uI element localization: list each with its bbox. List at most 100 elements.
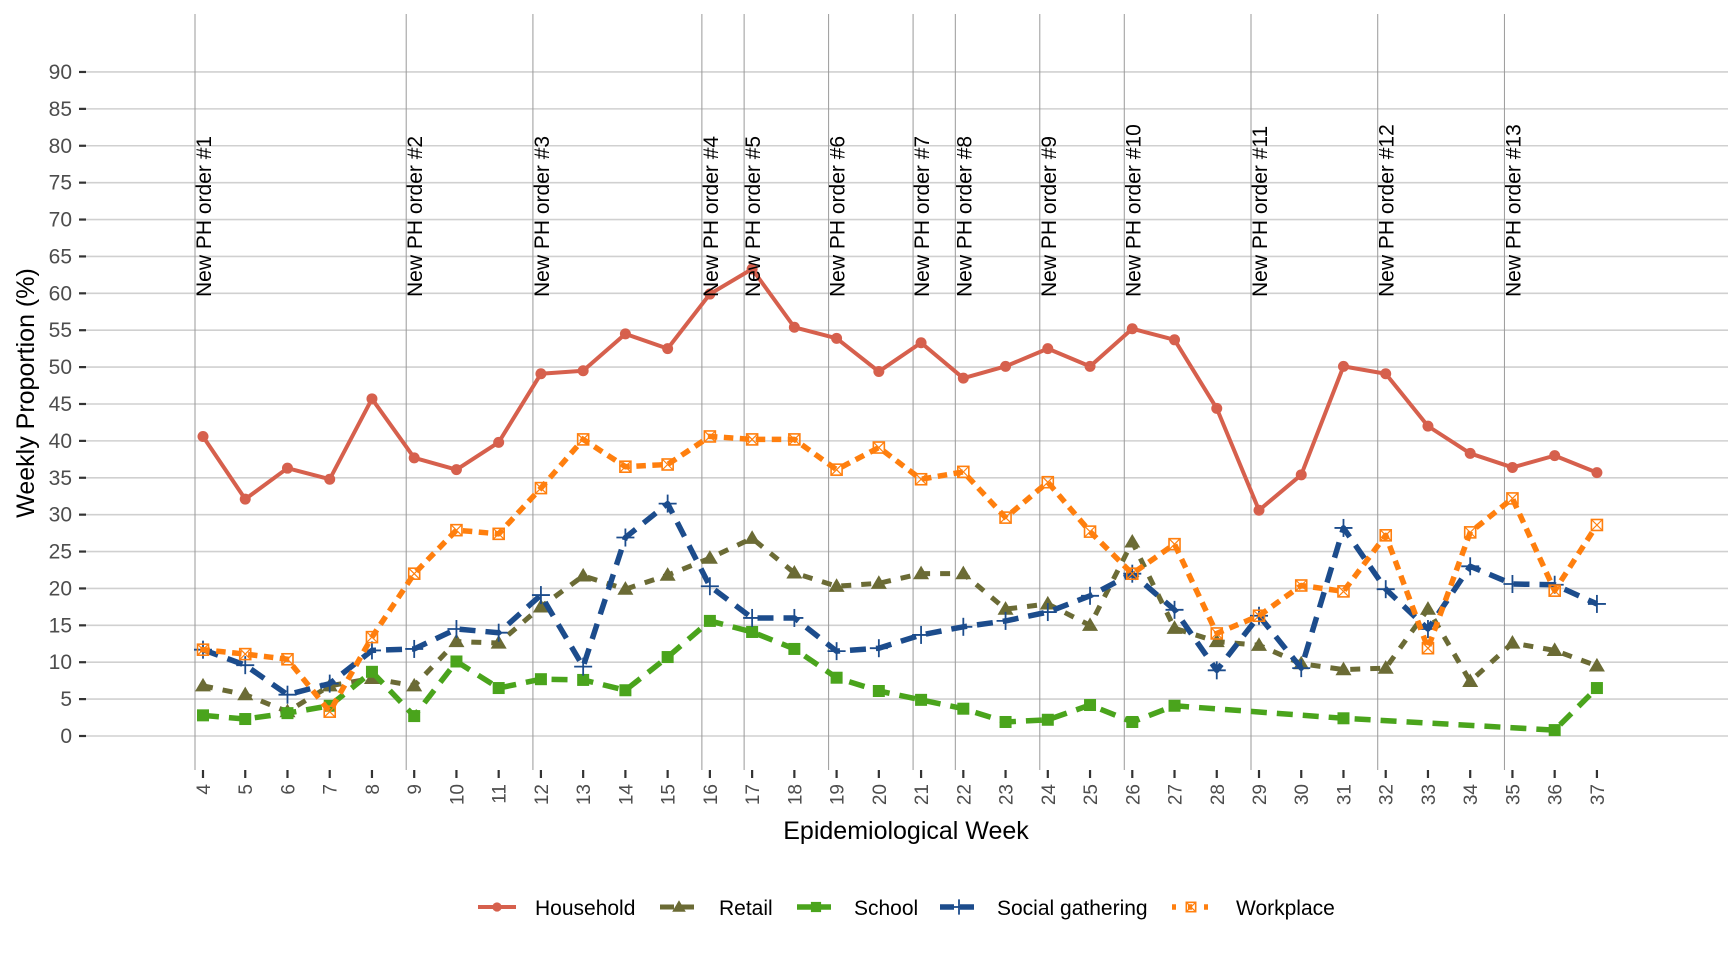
x-tick-label: 27 — [1166, 784, 1187, 805]
point-social-gathering — [278, 685, 297, 704]
y-tick-label: 45 — [49, 393, 72, 416]
point-retail — [448, 633, 465, 648]
point-household — [1042, 343, 1054, 355]
point-workplace — [450, 523, 463, 537]
point-social-gathering — [827, 642, 846, 661]
point-social-gathering — [996, 611, 1015, 630]
series-school — [197, 614, 1603, 737]
point-household — [535, 368, 547, 380]
y-tick-label: 65 — [49, 245, 72, 268]
point-school — [1337, 712, 1350, 725]
point-household — [324, 473, 336, 485]
x-tick-label: 29 — [1250, 784, 1271, 805]
x-tick-label: 11 — [490, 784, 511, 804]
point-retail — [1082, 617, 1099, 631]
point-workplace — [1421, 641, 1435, 655]
point-workplace — [957, 465, 970, 479]
legend-item-household: Household — [478, 897, 635, 920]
point-social-gathering — [1081, 586, 1100, 605]
point-workplace — [492, 527, 505, 541]
y-axis: 0 5 10 15 20 25 30 35 40 45 50 55 60 65 70 75 80 85 90 — [49, 61, 86, 748]
legend-key-marker — [492, 902, 502, 912]
ph-order-label: New PH order #2 — [404, 136, 427, 297]
point-household — [873, 366, 885, 378]
point-household — [746, 263, 758, 275]
x-tick-label: 34 — [1461, 784, 1482, 806]
point-retail — [617, 581, 634, 595]
point-retail — [701, 550, 718, 564]
point-workplace — [999, 511, 1012, 524]
point-school — [1168, 699, 1181, 712]
x-tick-label: 20 — [870, 784, 891, 805]
point-social-gathering — [1461, 557, 1480, 576]
x-tick-label: 33 — [1419, 784, 1440, 805]
point-retail — [1377, 660, 1394, 674]
point-retail — [575, 567, 592, 582]
point-household — [1126, 323, 1138, 335]
y-tick-label: 75 — [49, 172, 72, 195]
point-workplace — [788, 433, 801, 446]
ph-order-label: New PH order #9 — [1038, 136, 1061, 297]
point-household — [408, 452, 420, 464]
ph-order-label: New PH order #5 — [742, 136, 765, 297]
x-tick-label: 25 — [1081, 784, 1102, 805]
point-workplace — [1463, 526, 1477, 539]
point-workplace — [365, 630, 379, 644]
point-social-gathering — [1207, 661, 1226, 680]
point-retail — [1124, 533, 1141, 548]
point-workplace — [619, 460, 632, 474]
ph-order-label: New PH order #3 — [531, 136, 554, 297]
point-workplace — [830, 463, 843, 476]
x-tick-label: 26 — [1123, 784, 1144, 805]
point-household — [1506, 461, 1518, 473]
x-tick-label: 21 — [912, 784, 933, 805]
x-axis-title: Epidemiological Week — [783, 817, 1029, 845]
x-tick-label: 37 — [1588, 784, 1609, 805]
point-social-gathering — [743, 608, 762, 627]
line-workplace — [199, 433, 1601, 715]
point-social-gathering — [912, 625, 931, 644]
ph-order-label: New PH order #4 — [700, 136, 723, 297]
series — [194, 263, 1606, 737]
point-household — [1464, 447, 1476, 459]
legend-label: Retail — [719, 897, 773, 920]
point-retail — [1504, 635, 1521, 649]
point-school — [1590, 682, 1603, 695]
point-workplace — [323, 705, 337, 718]
y-tick-label: 0 — [60, 725, 72, 748]
point-retail — [490, 635, 507, 649]
annotations: New PH order #1 New PH order #2 New PH ord… — [193, 124, 1525, 297]
legend-key-marker — [1185, 901, 1197, 913]
x-tick-label: 13 — [574, 784, 595, 805]
x-tick-label: 7 — [321, 784, 342, 795]
legend-label: Household — [535, 897, 635, 920]
point-workplace — [1083, 525, 1097, 538]
point-school — [197, 709, 209, 722]
point-retail — [913, 565, 930, 580]
point-school — [408, 710, 421, 723]
point-retail — [195, 677, 211, 692]
point-retail — [870, 575, 887, 589]
point-school — [450, 655, 463, 668]
point-workplace — [534, 481, 548, 495]
point-school — [281, 707, 294, 720]
legend-key-marker — [672, 900, 686, 912]
point-household — [239, 493, 251, 505]
point-social-gathering — [1165, 600, 1184, 619]
point-workplace — [914, 472, 928, 486]
point-social-gathering — [869, 639, 888, 658]
y-tick-label: 20 — [49, 577, 72, 600]
point-retail — [406, 677, 423, 692]
legend-key-marker — [810, 901, 822, 913]
point-household — [788, 321, 800, 333]
legend-key-marker — [951, 899, 967, 915]
series-workplace — [196, 430, 1604, 718]
point-social-gathering — [405, 639, 424, 658]
point-retail — [237, 686, 254, 701]
x-tick-label: 5 — [236, 784, 257, 795]
point-retail — [1588, 657, 1605, 672]
point-workplace — [238, 647, 252, 661]
ph-order-lines — [194, 14, 1505, 770]
x-tick-label: 14 — [616, 784, 637, 806]
y-tick-label: 80 — [49, 135, 72, 158]
